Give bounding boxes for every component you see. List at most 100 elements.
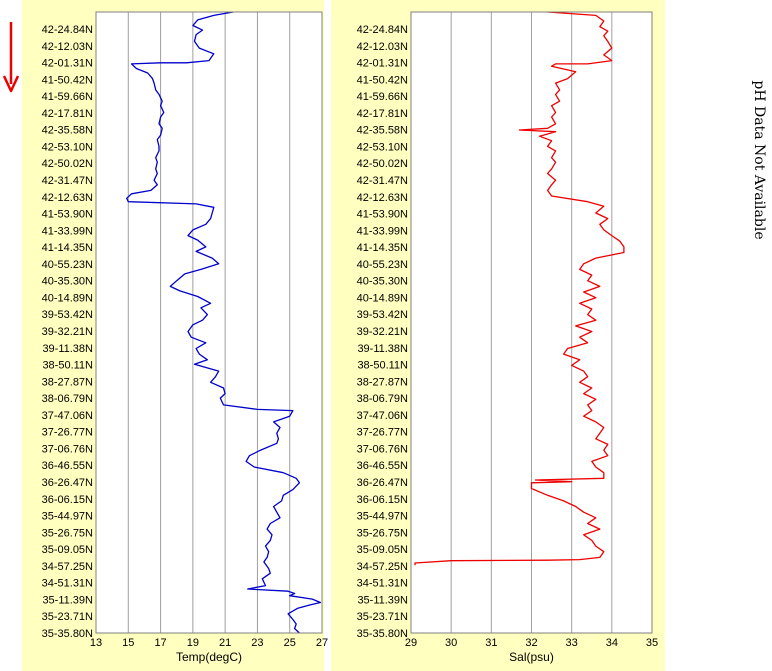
temp-y-tick-label: 35-26.75N <box>42 527 93 539</box>
sal-x-tick-label: 29 <box>405 637 417 649</box>
temp-y-tick-label: 42-17.81N <box>42 108 93 120</box>
temp-y-tick-label: 38-27.87N <box>42 376 93 388</box>
temp-x-tick-label: 21 <box>219 637 231 649</box>
temp-y-tick-label: 36-46.55N <box>42 460 93 472</box>
temp-y-tick-label: 36-06.15N <box>42 494 93 506</box>
temp-y-tick-label: 39-11.38N <box>42 343 93 355</box>
sal-y-tick-label: 35-35.80N <box>357 628 408 640</box>
temp-y-tick-label: 35-35.80N <box>42 628 93 640</box>
temp-y-tick-label: 35-11.39N <box>42 594 93 606</box>
sal-y-tick-label: 40-55.23N <box>357 259 408 271</box>
temp-plot-border <box>95 11 323 634</box>
sal-y-tick-label: 42-12.63N <box>357 192 408 204</box>
sal-y-tick-label: 42-35.58N <box>357 125 408 137</box>
sal-y-tick-label: 38-50.11N <box>357 360 408 372</box>
sal-y-tick-label: 36-26.47N <box>357 477 408 489</box>
temp-y-tick-label: 37-47.06N <box>42 410 93 422</box>
sal-y-tick-label: 35-44.97N <box>357 511 408 523</box>
temp-y-tick-label: 42-35.58N <box>42 125 93 137</box>
temp-x-tick-label: 15 <box>122 637 134 649</box>
sal-y-tick-label: 41-14.35N <box>357 242 408 254</box>
sal-y-tick-label: 34-51.31N <box>357 578 408 590</box>
sal-y-tick-label: 36-06.15N <box>357 494 408 506</box>
sal-y-tick-label: 39-32.21N <box>357 326 408 338</box>
temp-y-tick-label: 35-23.71N <box>42 611 93 623</box>
sal-y-tick-label: 41-59.66N <box>357 91 408 103</box>
temp-y-tick-label: 42-01.31N <box>42 58 93 70</box>
temp-y-tick-label: 35-44.97N <box>42 511 93 523</box>
sal-y-tick-label: 36-46.55N <box>357 460 408 472</box>
temp-x-tick-label: 25 <box>284 637 296 649</box>
sal-y-tick-label: 42-12.03N <box>357 41 408 53</box>
sal-series-line <box>414 11 625 566</box>
temp-y-tick-label: 36-26.47N <box>42 477 93 489</box>
temp-x-tick-label: 23 <box>251 637 263 649</box>
sal-y-tick-label: 40-35.30N <box>357 276 408 288</box>
sal-y-tick-label: 38-27.87N <box>357 376 408 388</box>
temp-y-tick-label: 38-06.79N <box>42 393 93 405</box>
sal-x-tick-label: 30 <box>445 637 457 649</box>
sal-y-tick-label: 42-01.31N <box>357 58 408 70</box>
direction-arrow-icon <box>2 22 20 93</box>
temp-y-tick-label: 38-50.11N <box>42 360 93 372</box>
temp-y-tick-label: 42-31.47N <box>42 175 93 187</box>
sal-y-tick-label: 38-06.79N <box>357 393 408 405</box>
sal-x-tick-label: 31 <box>485 637 497 649</box>
sal-y-tick-label: 35-09.05N <box>357 544 408 556</box>
temp-y-tick-label: 41-59.66N <box>42 91 93 103</box>
temp-y-tick-label: 42-12.03N <box>42 41 93 53</box>
temp-axis-title: Temp(degC) <box>176 650 242 664</box>
temp-y-tick-label: 40-55.23N <box>42 259 93 271</box>
temp-y-tick-label: 39-53.42N <box>42 309 93 321</box>
temp-y-tick-label: 35-09.05N <box>42 544 93 556</box>
sal-y-tick-label: 37-06.76N <box>357 443 408 455</box>
sal-y-tick-label: 39-11.38N <box>357 343 408 355</box>
sal-y-tick-label: 42-24.84N <box>357 24 408 36</box>
sal-x-tick-label: 32 <box>525 637 537 649</box>
sal-x-tick-label: 35 <box>646 637 658 649</box>
salinity-panel: 29 30 31 32 33 34 35 42-24.84N 42-12.03N 42-01.31… <box>357 11 658 664</box>
sal-x-tick-label: 33 <box>566 637 578 649</box>
sal-y-tick-label: 42-53.10N <box>357 141 408 153</box>
temp-x-tick-label: 27 <box>316 637 328 649</box>
temp-y-tick-label: 34-57.25N <box>42 561 93 573</box>
sal-y-tick-label: 34-57.25N <box>357 561 408 573</box>
sal-y-tick-label: 41-53.90N <box>357 209 408 221</box>
sal-y-tick-label: 35-11.39N <box>357 594 408 606</box>
temp-y-tick-label: 42-24.84N <box>42 24 93 36</box>
sal-y-tick-label: 42-31.47N <box>357 175 408 187</box>
sal-y-tick-label: 42-17.81N <box>357 108 408 120</box>
temp-y-tick-label: 37-06.76N <box>42 443 93 455</box>
sal-x-tick-label: 34 <box>606 637 618 649</box>
temperature-panel: 13 15 17 19 21 23 25 27 42-24.84N 42-12.03N 42-01.… <box>42 11 328 664</box>
sal-y-tick-label: 40-14.89N <box>357 292 408 304</box>
arrow-head <box>2 75 20 93</box>
temp-y-tick-label: 41-50.42N <box>42 74 93 86</box>
ph-unavailable-note: pH Data Not Available <box>751 80 767 239</box>
sal-y-tick-label: 37-47.06N <box>357 410 408 422</box>
sal-y-tick-label: 35-23.71N <box>357 611 408 623</box>
sal-y-tick-label: 42-50.02N <box>357 158 408 170</box>
temp-plot-area <box>96 12 322 633</box>
temp-x-tick-label: 17 <box>154 637 166 649</box>
sal-y-tick-label: 37-26.77N <box>357 427 408 439</box>
sal-y-tick-label: 41-33.99N <box>357 225 408 237</box>
temp-y-tick-label: 41-33.99N <box>42 225 93 237</box>
temp-y-tick-label: 34-51.31N <box>42 578 93 590</box>
sal-axis-title: Sal(psu) <box>509 650 554 664</box>
temp-y-tick-label: 41-14.35N <box>42 242 93 254</box>
temp-y-tick-label: 42-50.02N <box>42 158 93 170</box>
temp-y-tick-label: 40-14.89N <box>42 292 93 304</box>
temp-x-tick-label: 13 <box>90 637 102 649</box>
sal-y-tick-label: 39-53.42N <box>357 309 408 321</box>
temp-y-tick-label: 37-26.77N <box>42 427 93 439</box>
temp-y-tick-label: 40-35.30N <box>42 276 93 288</box>
temp-y-tick-label: 42-12.63N <box>42 192 93 204</box>
sal-y-tick-label: 35-26.75N <box>357 527 408 539</box>
temp-x-tick-label: 19 <box>187 637 199 649</box>
temp-y-tick-label: 39-32.21N <box>42 326 93 338</box>
temp-series-line <box>126 11 322 634</box>
sal-plot-border <box>410 11 653 634</box>
sal-y-tick-label: 41-50.42N <box>357 74 408 86</box>
